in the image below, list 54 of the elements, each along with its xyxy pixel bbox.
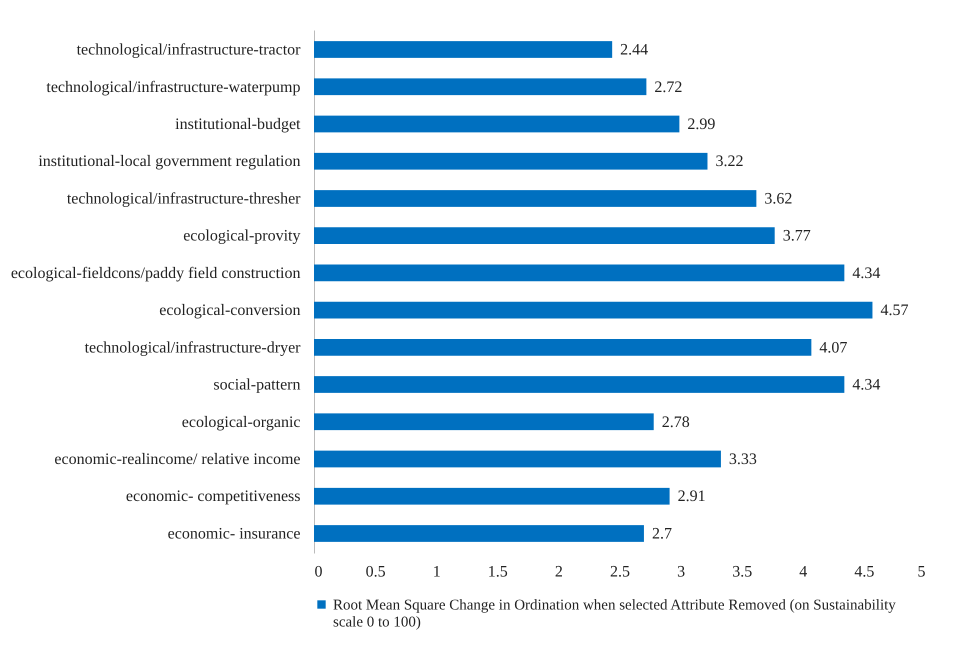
y-tick-label: technological/infrastructure-waterpump xyxy=(46,78,300,96)
y-tick-label: economic-realincome/ relative income xyxy=(54,451,300,468)
data-label: 2.72 xyxy=(654,78,682,96)
y-tick-label: economic- competitiveness xyxy=(126,488,300,506)
y-tick-label: ecological-provity xyxy=(183,228,300,245)
data-label: 4.34 xyxy=(852,264,880,282)
data-label: 3.77 xyxy=(782,228,811,245)
y-tick-label: technological/infrastructure-tractor xyxy=(76,42,302,59)
y-tick-label: social-pattern xyxy=(213,376,300,394)
y-tick-label: ecological-fieldcons/paddy field construction xyxy=(10,264,300,282)
y-tick-label: institutional-local government regulation xyxy=(38,153,300,170)
data-label: 3.33 xyxy=(728,451,757,468)
x-tick-label: 0 xyxy=(314,564,322,580)
x-tick-label: 3 xyxy=(677,564,686,580)
x-tick-label: 3.5 xyxy=(732,564,752,580)
bar xyxy=(314,302,872,318)
bar xyxy=(314,41,612,58)
bar xyxy=(314,190,756,207)
data-label: 4.07 xyxy=(819,339,848,356)
data-label: 2.7 xyxy=(652,525,672,542)
y-tick-label: ecological-organic xyxy=(182,414,300,431)
bar xyxy=(314,152,708,170)
data-label: 2.44 xyxy=(620,42,648,59)
data-label: 3.62 xyxy=(764,190,792,208)
y-tick-label: ecological-conversion xyxy=(159,302,300,320)
y-tick-label: economic- insurance xyxy=(168,525,300,542)
data-label: 2.78 xyxy=(662,414,690,431)
bar xyxy=(314,450,721,468)
bar xyxy=(314,413,654,430)
bar xyxy=(314,488,670,505)
x-tick-label: 1.5 xyxy=(488,564,508,580)
bar xyxy=(314,338,812,356)
x-tick-label: 0.5 xyxy=(366,564,386,580)
data-label: 2.91 xyxy=(678,488,706,506)
y-tick-label: technological/infrastructure-dryer xyxy=(84,339,302,356)
data-label: 2.99 xyxy=(687,116,716,133)
data-label: 4.57 xyxy=(880,302,908,320)
x-tick-label: 1 xyxy=(432,564,441,580)
bar xyxy=(314,264,844,282)
data-label: 3.22 xyxy=(715,153,744,170)
x-tick-label: 2.5 xyxy=(610,564,630,580)
x-tick-label: 2 xyxy=(554,564,563,580)
y-tick-label: institutional-budget xyxy=(175,116,302,133)
bar xyxy=(314,116,680,132)
x-tick-label: 4 xyxy=(799,564,808,580)
bar xyxy=(314,78,646,96)
legend-label: Root Mean Square Change in Ordination when selected Attribute Removed (on Sustainability scale 0 to 100) xyxy=(333,598,896,630)
x-tick-label: 4.5 xyxy=(854,564,874,580)
y-tick-label: technological/infrastructure-thresher xyxy=(66,190,302,208)
x-tick-label: 5 xyxy=(918,564,926,580)
bar xyxy=(314,227,775,244)
data-label: 4.34 xyxy=(852,376,880,394)
bar xyxy=(314,525,644,542)
bar xyxy=(314,376,844,393)
